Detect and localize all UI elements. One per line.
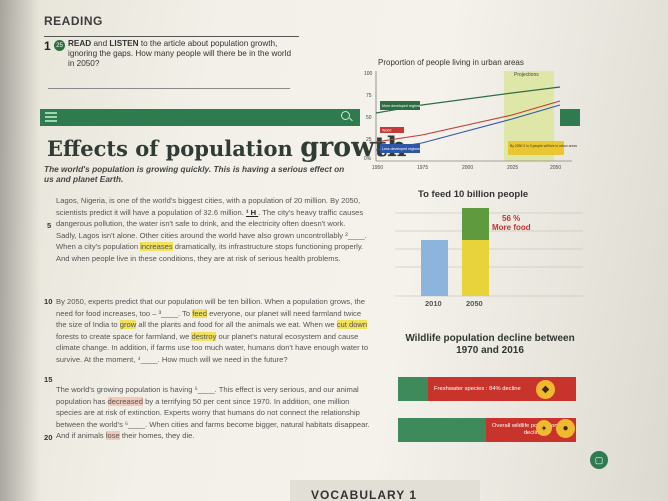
food-year-2010: 2010 [425, 299, 442, 308]
p1-text-b: . The city's heavy traffic causes danger… [56, 207, 367, 252]
y-tick-75: 75 [366, 93, 372, 99]
next-section-title: VOCABULARY 1 [311, 488, 418, 501]
label-more-developed-bg [380, 101, 420, 110]
bar-2050-base [462, 240, 489, 296]
x-tick-2050: 2050 [550, 165, 561, 171]
p2-text-e: our planet's natural ecosystem and cause… [56, 331, 369, 364]
line-marker-5: 5 [47, 221, 52, 230]
task-instructions: READ and LISTEN to the article about pop… [68, 39, 296, 69]
gap-1-answer[interactable]: ¹ H [245, 207, 259, 217]
audio-track-icon[interactable]: 25 [54, 40, 65, 51]
label-less-developed: Less developed regions [382, 147, 420, 151]
p2-text-d: forests to create space for farmland, we [56, 331, 192, 341]
elephant-icon: ● [556, 419, 575, 438]
article-subtitle: The world's population is growing quickl… [44, 164, 345, 184]
bird-icon: ✦ [536, 420, 552, 436]
article-banner-edge [560, 109, 580, 126]
p3-text-a: The world's growing population is having… [56, 385, 359, 406]
article-paragraph-1: Lagos, Nigeria, is one of the world's bi… [56, 195, 368, 265]
task-verb-read: READ [68, 39, 92, 48]
p3-text-b: by a terrifying 50 per cent since 1970. … [56, 396, 370, 441]
article-paragraph-3: The world's growing population is having… [56, 384, 376, 442]
task-question: to the article about population growth, … [68, 39, 292, 68]
projection-label: Projections [514, 72, 539, 78]
answer-line[interactable] [48, 88, 290, 89]
menu-icon[interactable] [45, 112, 57, 122]
x-tick-1975: 1975 [417, 165, 428, 171]
p1-text-a: Lagos, Nigeria, is one of the world's bi… [56, 196, 361, 217]
label-less-developed-bg [380, 144, 420, 153]
food-year-2050: 2050 [466, 299, 483, 308]
vocab-highlight-feed[interactable]: feed [192, 308, 207, 318]
food-extra-percent: 56 % [502, 214, 521, 223]
line-marker-15: 15 [44, 375, 53, 384]
y-tick-25: 25 [366, 137, 372, 143]
line-marker-10: 10 [44, 297, 53, 306]
food-chart-title: To feed 10 billion people [418, 189, 529, 200]
label-more-developed: More developed regions [382, 104, 421, 108]
search-icon[interactable] [341, 111, 350, 120]
article-paragraph-2: By 2050, experts predict that our popula… [56, 296, 371, 366]
y-tick-0: 0% [364, 156, 372, 162]
urban-note-bg [508, 141, 564, 155]
y-tick-100: 100 [364, 71, 373, 77]
food-extra-label: 56 % More food [492, 214, 531, 232]
vocab-highlight-increases[interactable]: increases [140, 242, 173, 252]
section-title: READING [44, 14, 103, 28]
vocab-highlight-grow[interactable]: grow [119, 320, 137, 330]
vocab-highlight-destroy[interactable]: destroy [191, 331, 217, 341]
x-tick-1950: 1950 [372, 165, 383, 171]
p3-text-c: their homes, they die. [119, 431, 195, 441]
vocab-highlight-decreased[interactable]: decreased [107, 396, 143, 406]
vocab-highlight-cut-down[interactable]: cut down [336, 320, 368, 330]
task-conj: and [91, 39, 110, 48]
freshwater-remaining-bar [398, 377, 428, 401]
label-world-bg [380, 127, 404, 133]
task-verb-listen: LISTEN [109, 39, 139, 48]
y-tick-50: 50 [366, 115, 372, 121]
task-number: 1 [44, 39, 51, 53]
vocab-highlight-lose[interactable]: lose [105, 431, 120, 441]
section-rule [44, 36, 299, 37]
label-world: World [382, 129, 391, 133]
p2-text-b: everyone, our planet will need farmland … [56, 308, 362, 330]
food-chart [395, 208, 583, 297]
urban-chart-title: Proportion of people living in urban are… [378, 58, 524, 67]
article-banner [40, 109, 360, 126]
next-section-strip [290, 480, 480, 501]
audio-track-number: 25 [56, 42, 63, 49]
article-title-start: Effects of population [47, 136, 301, 161]
wildlife-chart-title: Wildlife population decline between 1970… [405, 333, 575, 356]
fullscreen-icon[interactable]: ▢ [590, 451, 608, 469]
bar-2010-food [421, 240, 448, 296]
urban-chart: Projections 100 75 50 25 0% 1950 1975 20… [364, 71, 577, 171]
article-title: Effects of population growth [47, 132, 407, 163]
urban-note: By 2050 2 in 3 people will live in urban… [510, 144, 577, 148]
page-gutter-shadow [0, 0, 40, 501]
series-world [375, 100, 561, 143]
x-tick-2025: 2025 [507, 165, 518, 171]
p2-text-c: all the plants and food for all the anim… [136, 320, 337, 330]
overall-remaining-bar [398, 418, 486, 442]
x-tick-2000: 2000 [462, 165, 473, 171]
p2-text-a: By 2050, experts predict that our popula… [56, 297, 366, 318]
food-extra-text: More food [492, 223, 531, 232]
bar-2050-extra [462, 208, 489, 240]
line-marker-20: 20 [44, 433, 53, 442]
turtle-icon: ◆ [536, 380, 555, 399]
p1-text-c: dramatically, its infrastructure stops f… [56, 242, 364, 263]
